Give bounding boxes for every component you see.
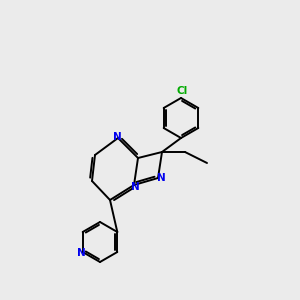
Text: N: N <box>112 132 122 142</box>
Text: N: N <box>157 173 165 183</box>
Text: N: N <box>130 182 140 192</box>
Text: Cl: Cl <box>176 86 188 96</box>
Text: N: N <box>77 248 86 258</box>
